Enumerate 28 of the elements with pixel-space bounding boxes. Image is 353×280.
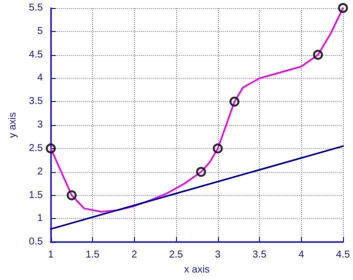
y-tick-label: 3.5 [28,96,44,108]
x-tick-label: 4 [298,250,304,261]
x-tick-label: 3.5 [252,250,267,261]
y-tick-label: 0.5 [28,236,44,248]
x-tick-label: 4.5 [336,250,350,261]
point [196,166,206,177]
y-tick-label: 5 [37,26,44,37]
point [229,96,240,107]
y-tick-label: 1.5 [28,190,44,201]
x-tick-label: 2 [132,250,138,261]
x-tick-label: 2.5 [169,250,184,261]
point [312,50,323,60]
y-tick-label: 5.5 [28,2,44,14]
point [46,143,56,154]
x-tick-label: 1.5 [86,250,100,261]
x-tick-label: 3 [214,250,221,261]
point [212,143,223,154]
y-axis-title: y axis [8,112,18,138]
x-tick-label: 1 [48,250,54,261]
y-tick-label: 4 [37,72,44,84]
y-tick-label: 2.5 [28,142,44,154]
y-tick-label: 4.5 [28,49,44,60]
y-tick-label: 2 [37,166,44,178]
x-axis-title: x axis [184,264,210,276]
point [338,3,348,13]
y-tick-label: 3 [37,120,44,131]
point [66,190,77,200]
y-tick-label: 1 [37,213,44,224]
